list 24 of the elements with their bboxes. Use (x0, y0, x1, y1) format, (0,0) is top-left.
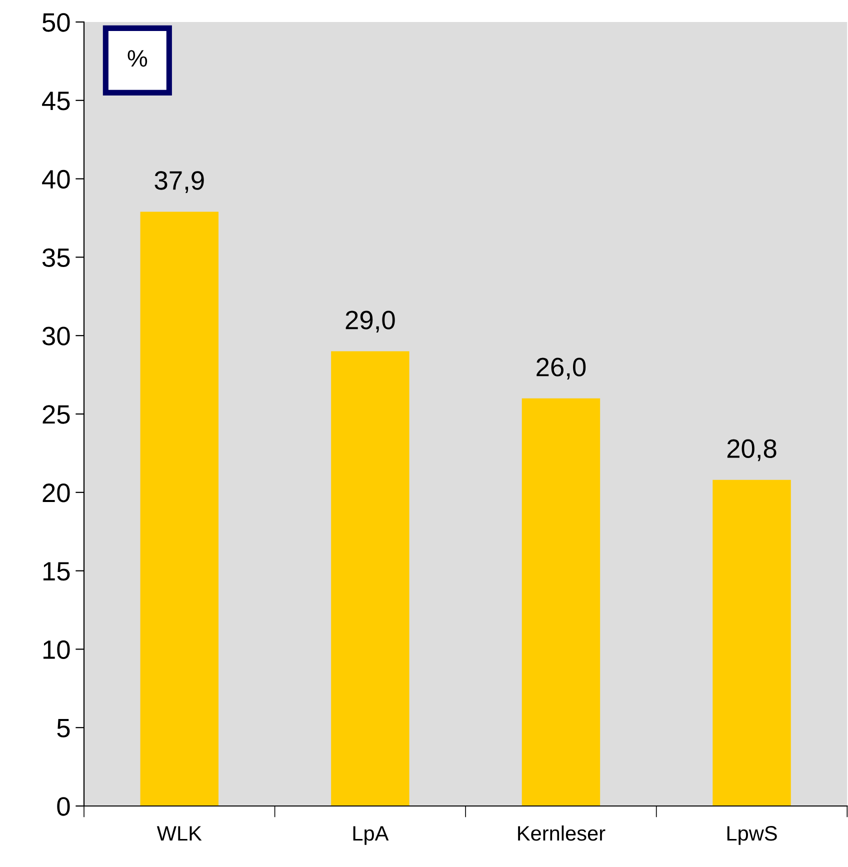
y-tick-label: 15 (43, 562, 70, 581)
y-tick-label: 50 (42, 13, 70, 32)
x-tick-label: WLK (156, 826, 202, 841)
bar (331, 351, 410, 806)
data-label: 20,8 (727, 439, 776, 462)
y-tick-label: 45 (42, 92, 70, 110)
y-axis-title: % (128, 50, 148, 67)
y-tick-label: 30 (42, 326, 70, 346)
y-tick-label: 20 (42, 484, 70, 502)
bar (140, 212, 219, 806)
bar (712, 480, 791, 806)
y-tick-label: 35 (42, 248, 70, 268)
y-tick-label: 10 (43, 640, 70, 660)
x-tick-label: Kernleser (518, 825, 606, 841)
y-tick-label: 40 (42, 170, 70, 189)
y-tick-label: 5 (57, 719, 70, 738)
x-tick-label: LpwS (727, 826, 777, 845)
y-tick-label: 25 (42, 405, 70, 424)
y-tick-label: 0 (57, 797, 70, 816)
bar (522, 398, 600, 806)
data-label: 26,0 (536, 358, 586, 380)
data-label: 29,0 (346, 310, 395, 333)
data-label: 37,9 (154, 171, 204, 193)
x-tick-label: LpA (353, 826, 389, 845)
